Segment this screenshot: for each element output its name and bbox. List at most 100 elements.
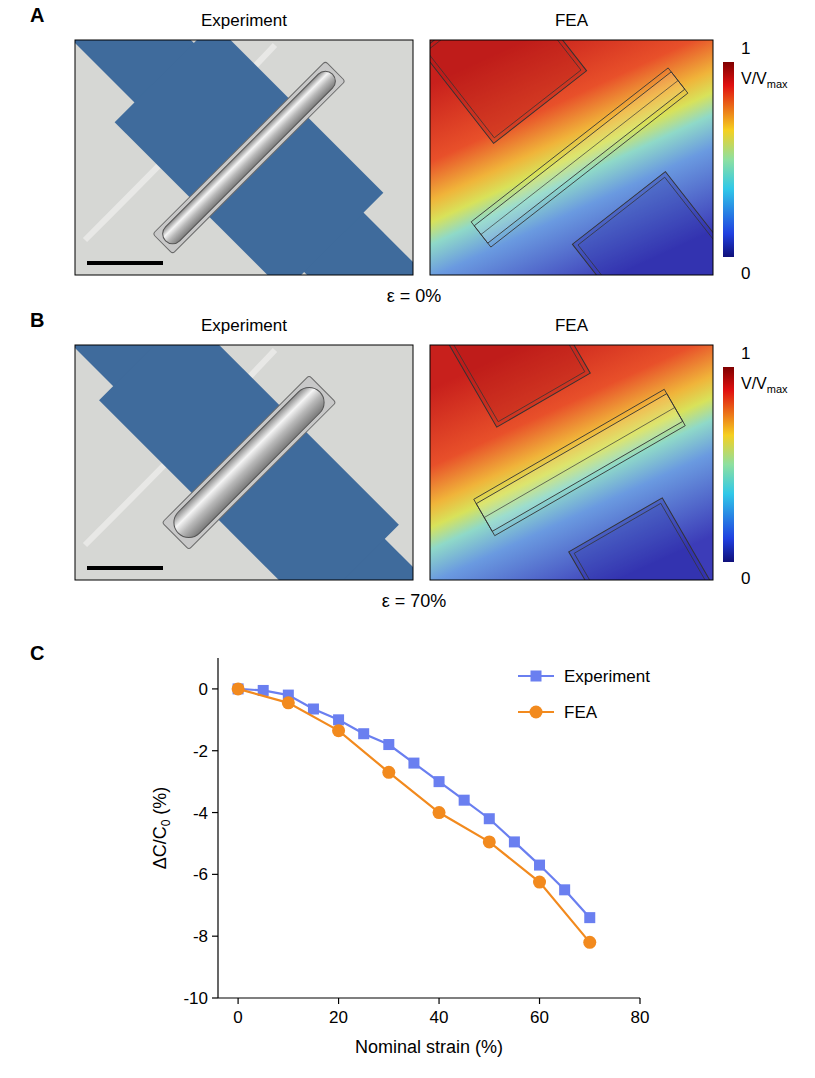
colorbar-label-main: V/V [741, 375, 767, 392]
data-point [534, 860, 545, 871]
data-point [484, 813, 495, 824]
image-frame [430, 40, 713, 275]
colorbar-tick-label: 0 [741, 569, 750, 588]
data-point [433, 806, 446, 819]
data-point [459, 795, 470, 806]
data-point [282, 696, 295, 709]
data-point [308, 704, 319, 715]
x-tick [438, 998, 439, 1004]
legend-marker [530, 706, 543, 719]
y-tick-label: -8 [193, 927, 208, 946]
colorbar-label: V/Vmax [741, 375, 788, 395]
data-point [533, 876, 546, 889]
image-frame [430, 345, 713, 580]
pad-low [569, 498, 713, 580]
data-point [383, 739, 394, 750]
scale-bar [87, 566, 163, 570]
data-point [434, 776, 445, 787]
image-title: FEA [555, 316, 589, 335]
x-tick-label: 40 [430, 1008, 449, 1027]
legend-marker [531, 671, 542, 682]
rod [476, 394, 683, 532]
image-frame [75, 40, 413, 275]
image-title: Experiment [201, 11, 287, 30]
panel-letter: B [30, 309, 44, 331]
pad-outline [574, 503, 711, 580]
data-point [509, 836, 520, 847]
colorbar [723, 367, 734, 562]
fea-image [430, 40, 713, 275]
electrode-pad [99, 345, 399, 580]
data-point [559, 884, 570, 895]
data-point [233, 683, 244, 694]
fea-geometry [430, 40, 713, 275]
rod-axis [484, 408, 675, 518]
rod [168, 381, 331, 544]
colorbar-tick-label: 1 [741, 39, 750, 58]
experiment-image [75, 345, 413, 580]
data-point [584, 912, 595, 923]
rod-axis [481, 81, 678, 235]
y-tick [212, 936, 218, 937]
panel-b: BExperimentFEA01V/Vmaxε = 70% [0, 205, 788, 720]
y-tick [212, 750, 218, 751]
x-tick [338, 998, 339, 1004]
plot-data [232, 682, 597, 948]
y-tick-label: -4 [193, 804, 208, 823]
y-axis-title: ΔC/C0 (%) [150, 787, 173, 870]
pad-outline [578, 177, 713, 275]
legend: ExperimentFEA [518, 667, 650, 722]
y-title-unit: (%) [150, 787, 170, 820]
y-tick [212, 688, 218, 689]
series-line [238, 689, 590, 918]
pad-high [430, 40, 587, 143]
fea-image [430, 345, 713, 580]
data-point [382, 766, 395, 779]
pad-low [572, 172, 713, 275]
x-tick [539, 998, 540, 1004]
fea-geometry [430, 345, 713, 580]
colorbar-label-main: V/V [741, 70, 767, 87]
data-point [358, 728, 369, 739]
colorbar-tick-label: 1 [741, 344, 750, 363]
rod [474, 72, 685, 243]
figure: AExperimentFEA01V/Vmaxε = 0%BExperimentF… [0, 0, 815, 1078]
image-frame [75, 345, 413, 580]
y-tick-label: -6 [193, 865, 208, 884]
rod-outline [474, 389, 686, 535]
data-point [408, 758, 419, 769]
rod-shadow [162, 376, 336, 550]
y-tick [212, 812, 218, 813]
panel-letter: C [30, 642, 44, 664]
legend-label: Experiment [564, 667, 650, 686]
colorbar [723, 62, 734, 257]
colorbar-tick-label: 0 [741, 264, 750, 283]
x-tick-label: 60 [530, 1008, 549, 1027]
scale-bar [87, 261, 163, 265]
panel-letter: A [30, 4, 44, 26]
data-point [232, 682, 245, 695]
image-title: Experiment [201, 316, 287, 335]
rod [158, 67, 339, 248]
y-title-main: ΔC/C [150, 826, 170, 869]
rod-shadow [153, 61, 345, 253]
colorbar-label-sub: max [767, 383, 788, 395]
y-tick-label: 0 [199, 680, 208, 699]
x-tick-label: 20 [329, 1008, 348, 1027]
x-axis-title: Nominal strain (%) [355, 1037, 503, 1057]
y-tick [212, 997, 218, 998]
electrode-strip [75, 345, 413, 580]
electrode [75, 345, 413, 580]
x-tick [237, 998, 238, 1004]
panel-c: C020406080-10-8-6-4-20Nominal strain (%)… [30, 642, 650, 1057]
electrode-strip [75, 40, 413, 275]
pad-outline [430, 40, 581, 138]
colorbar-label-sub: max [767, 78, 788, 90]
colorbar-label: V/Vmax [741, 70, 788, 90]
strain-caption: ε = 70% [382, 591, 447, 611]
strain-caption: ε = 0% [387, 286, 442, 306]
series-line [238, 689, 590, 942]
data-point [332, 724, 345, 737]
y-axis [217, 658, 218, 998]
x-tick-label: 80 [631, 1008, 650, 1027]
